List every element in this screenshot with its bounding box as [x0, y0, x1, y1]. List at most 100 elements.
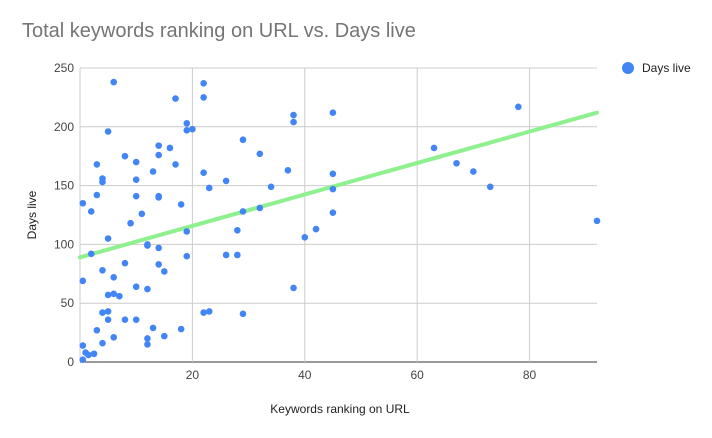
- data-point: [312, 225, 320, 233]
- data-point: [329, 109, 337, 116]
- data-point: [155, 151, 162, 159]
- data-point: [149, 168, 157, 175]
- data-point: [200, 94, 207, 101]
- data-point: [104, 308, 112, 315]
- data-point: [172, 161, 179, 168]
- data-point: [99, 266, 106, 274]
- data-point: [110, 290, 118, 298]
- data-point: [205, 308, 213, 315]
- data-point: [160, 268, 168, 275]
- data-point: [290, 118, 297, 126]
- data-point: [329, 185, 337, 193]
- y-axis-label: Days live: [25, 190, 39, 239]
- data-point: [110, 78, 118, 86]
- data-point: [144, 285, 151, 293]
- data-point: [132, 176, 140, 184]
- data-point: [104, 291, 112, 299]
- data-point: [79, 356, 87, 363]
- x-tick-label: 80: [523, 368, 537, 382]
- data-point: [138, 210, 146, 218]
- data-point: [177, 201, 185, 208]
- data-point: [183, 119, 191, 127]
- data-point: [79, 199, 87, 207]
- data-point: [87, 208, 95, 215]
- data-point: [470, 168, 477, 175]
- data-point: [85, 351, 92, 359]
- data-point: [290, 111, 297, 119]
- data-point: [110, 334, 118, 341]
- data-point: [155, 244, 162, 252]
- data-point: [239, 136, 247, 144]
- data-point: [183, 127, 191, 134]
- data-point: [116, 292, 123, 300]
- data-point: [200, 169, 207, 176]
- data-point: [234, 226, 241, 234]
- x-axis-label: Keywords ranking on URL: [270, 402, 410, 416]
- data-point: [121, 316, 129, 323]
- data-point: [205, 184, 213, 192]
- data-point: [99, 339, 106, 347]
- data-point: [166, 144, 174, 152]
- legend-label: Days live: [642, 61, 691, 75]
- data-point: [132, 192, 140, 200]
- data-point: [453, 159, 460, 167]
- data-point: [93, 191, 101, 199]
- data-point: [144, 341, 151, 348]
- y-tick-label: 100: [54, 237, 74, 251]
- data-point: [239, 208, 247, 215]
- data-point: [183, 252, 191, 260]
- data-point: [301, 234, 309, 241]
- trendline: [78, 110, 599, 260]
- y-tick-label: 200: [54, 120, 74, 134]
- data-point: [104, 128, 112, 135]
- data-point: [93, 161, 101, 168]
- data-point: [87, 250, 95, 258]
- data-point: [256, 150, 264, 158]
- x-tick-label: 40: [298, 368, 312, 382]
- data-point: [104, 316, 112, 323]
- data-point: [183, 228, 191, 235]
- data-point: [79, 277, 87, 285]
- data-point: [121, 152, 129, 160]
- data-point: [256, 204, 264, 212]
- y-tick-label: 250: [54, 61, 74, 75]
- data-point: [155, 142, 162, 149]
- data-point: [144, 241, 151, 248]
- data-points: [79, 78, 601, 363]
- grid-lines: [79, 67, 597, 363]
- y-tick-label: 50: [61, 296, 75, 310]
- data-point: [79, 342, 87, 349]
- data-point: [222, 251, 230, 259]
- data-point: [144, 335, 151, 342]
- x-tick-label: 60: [410, 368, 424, 382]
- data-point: [200, 79, 207, 87]
- data-point: [99, 309, 106, 316]
- data-point: [290, 284, 297, 292]
- data-point: [200, 309, 207, 316]
- data-point: [121, 259, 129, 267]
- data-point: [329, 209, 337, 216]
- data-point: [155, 261, 162, 268]
- tick-labels: 0 50 100 150 200 250 20 40 60 80: [54, 61, 537, 382]
- data-point: [189, 125, 196, 133]
- data-point: [593, 217, 601, 225]
- data-point: [149, 324, 157, 332]
- data-point: [155, 192, 162, 200]
- data-point: [486, 183, 494, 191]
- chart-title: Total keywords ranking on URL vs. Days l…: [22, 20, 416, 42]
- data-point: [90, 350, 98, 358]
- data-point: [177, 325, 185, 333]
- data-point: [284, 167, 292, 174]
- data-point: [239, 310, 247, 318]
- data-point: [160, 332, 168, 340]
- data-point: [515, 103, 522, 111]
- data-point: [104, 235, 112, 242]
- data-point: [430, 144, 438, 152]
- data-point: [222, 177, 230, 185]
- data-point: [127, 219, 134, 227]
- data-point: [329, 170, 337, 178]
- data-point: [99, 175, 106, 182]
- data-point: [234, 251, 241, 259]
- data-point: [110, 274, 118, 281]
